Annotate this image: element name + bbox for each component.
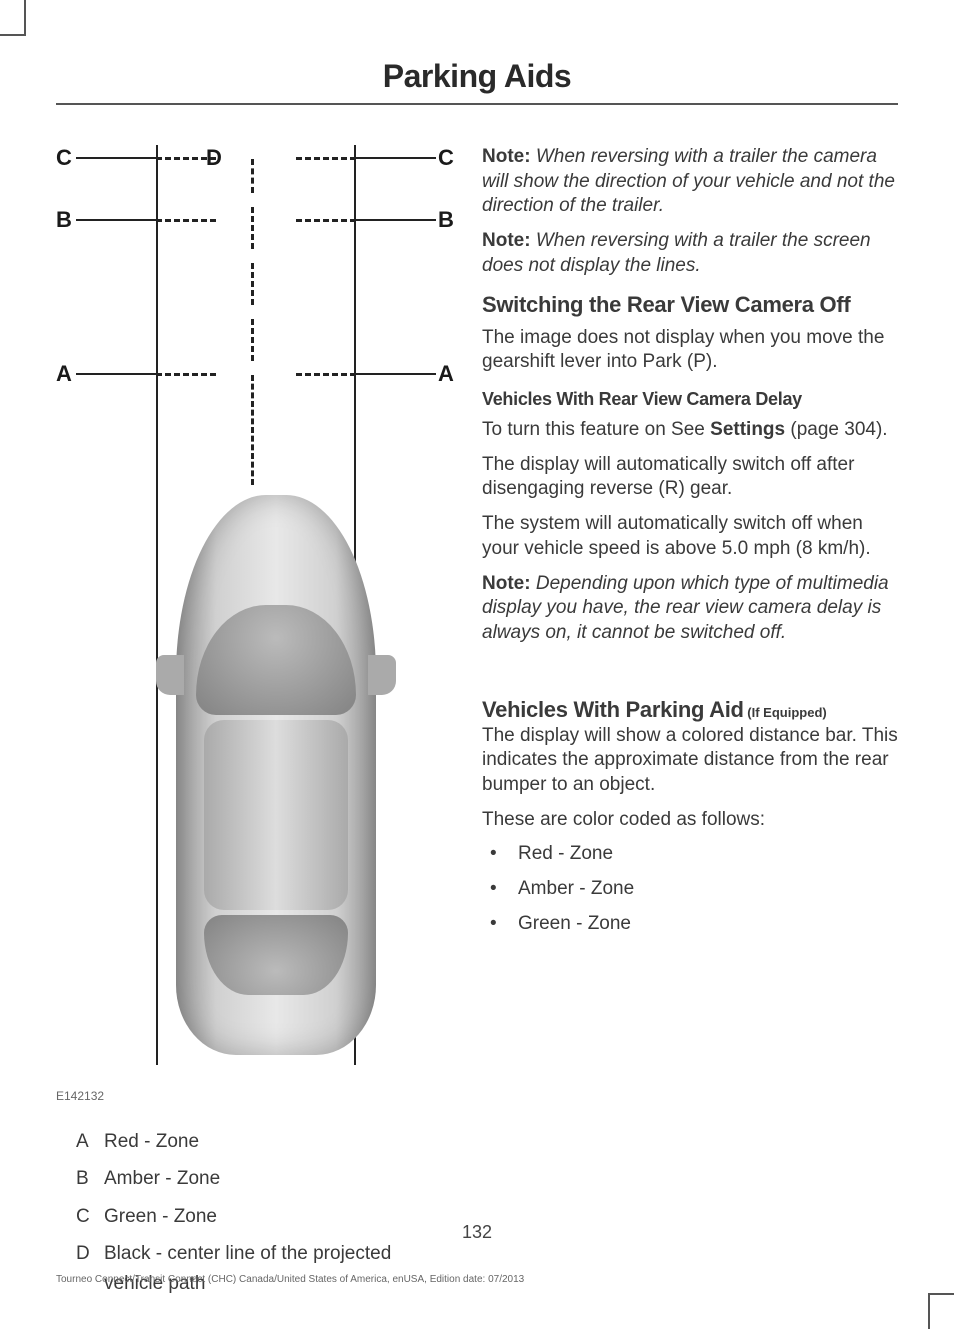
list-item: Red - Zone xyxy=(490,842,898,867)
footer-text: Tourneo Connect/Transit Connect (CHC) Ca… xyxy=(56,1274,524,1285)
text-run: (page 304). xyxy=(785,419,887,440)
body-paragraph: To turn this feature on See Settings (pa… xyxy=(482,418,898,443)
heading-text: Vehicles With Parking Aid xyxy=(482,697,744,722)
zone-diagram: C D C B B A A xyxy=(56,145,466,1085)
legend-row: B Amber - Zone xyxy=(56,1164,466,1193)
center-dash xyxy=(251,319,254,361)
car-mirror xyxy=(156,655,184,695)
text-run: To turn this feature on See xyxy=(482,419,710,440)
center-dash xyxy=(251,207,254,249)
figure-code: E142132 xyxy=(56,1089,466,1103)
leader-line xyxy=(76,157,156,159)
note-label: Note: xyxy=(482,146,531,167)
car-rear-window xyxy=(204,915,348,995)
leader-line xyxy=(356,157,436,159)
right-column: Note: When reversing with a trailer the … xyxy=(482,145,898,1306)
note-body: When reversing with a trailer the screen… xyxy=(482,230,871,276)
body-paragraph: The display will show a colored distance… xyxy=(482,724,898,798)
note-label: Note: xyxy=(482,230,531,251)
body-paragraph: The image does not display when you move… xyxy=(482,326,898,375)
zone-dash xyxy=(156,373,216,376)
subsection-heading: Vehicles With Rear View Camera Delay xyxy=(482,389,898,410)
legend-row: A Red - Zone xyxy=(56,1127,466,1156)
center-dash xyxy=(251,159,254,193)
note-body: Depending upon which type of multimedia … xyxy=(482,573,889,643)
center-dash xyxy=(251,375,254,485)
center-dash xyxy=(251,263,254,305)
crop-mark xyxy=(24,0,26,36)
diagram-label-a-right: A xyxy=(438,361,454,387)
heading-suffix: (If Equipped) xyxy=(744,705,827,720)
note-paragraph: Note: When reversing with a trailer the … xyxy=(482,229,898,278)
leader-line xyxy=(76,373,156,375)
crop-mark xyxy=(0,34,26,36)
car-roof xyxy=(204,720,348,910)
leader-line xyxy=(76,219,156,221)
legend-row: D Black - center line of the projected v… xyxy=(56,1239,466,1298)
note-paragraph: Note: When reversing with a trailer the … xyxy=(482,145,898,219)
leader-line xyxy=(356,219,436,221)
legend-text: Red - Zone xyxy=(104,1127,466,1156)
body-paragraph: These are color coded as follows: xyxy=(482,808,898,833)
diagram-label-b-right: B xyxy=(438,207,454,233)
section-heading: Switching the Rear View Camera Off xyxy=(482,292,898,317)
color-list: Red - Zone Amber - Zone Green - Zone xyxy=(482,842,898,936)
note-paragraph: Note: Depending upon which type of multi… xyxy=(482,572,898,646)
legend-text: Amber - Zone xyxy=(104,1164,466,1193)
section-heading: Vehicles With Parking Aid (If Equipped) xyxy=(482,696,898,724)
list-item: Green - Zone xyxy=(490,912,898,937)
leader-line xyxy=(356,373,436,375)
page-title: Parking Aids xyxy=(0,0,954,103)
note-label: Note: xyxy=(482,573,531,594)
legend-letter: A xyxy=(56,1127,104,1156)
crop-mark xyxy=(928,1293,930,1329)
settings-reference: Settings xyxy=(710,419,785,440)
left-column: C D C B B A A xyxy=(56,145,466,1306)
diagram-legend: A Red - Zone B Amber - Zone C Green - Zo… xyxy=(56,1127,466,1298)
legend-text: Black - center line of the projected veh… xyxy=(104,1239,466,1298)
zone-dash xyxy=(156,157,216,160)
zone-dash xyxy=(296,373,356,376)
list-item: Amber - Zone xyxy=(490,877,898,902)
content-area: C D C B B A A xyxy=(0,105,954,1306)
legend-letter: D xyxy=(56,1239,104,1298)
note-body: When reversing with a trailer the camera… xyxy=(482,146,895,216)
diagram-label-a-left: A xyxy=(56,361,72,387)
page-number: 132 xyxy=(0,1222,954,1243)
diagram-label-b-left: B xyxy=(56,207,72,233)
diagram-label-c-left: C xyxy=(56,145,72,171)
body-paragraph: The system will automatically switch off… xyxy=(482,512,898,561)
zone-dash xyxy=(156,219,216,222)
crop-mark xyxy=(928,1293,954,1295)
car-mirror xyxy=(368,655,396,695)
diagram-label-c-right: C xyxy=(438,145,454,171)
legend-letter: B xyxy=(56,1164,104,1193)
zone-dash xyxy=(296,219,356,222)
zone-dash xyxy=(296,157,356,160)
spacer xyxy=(482,656,898,696)
body-paragraph: The display will automatically switch of… xyxy=(482,453,898,502)
